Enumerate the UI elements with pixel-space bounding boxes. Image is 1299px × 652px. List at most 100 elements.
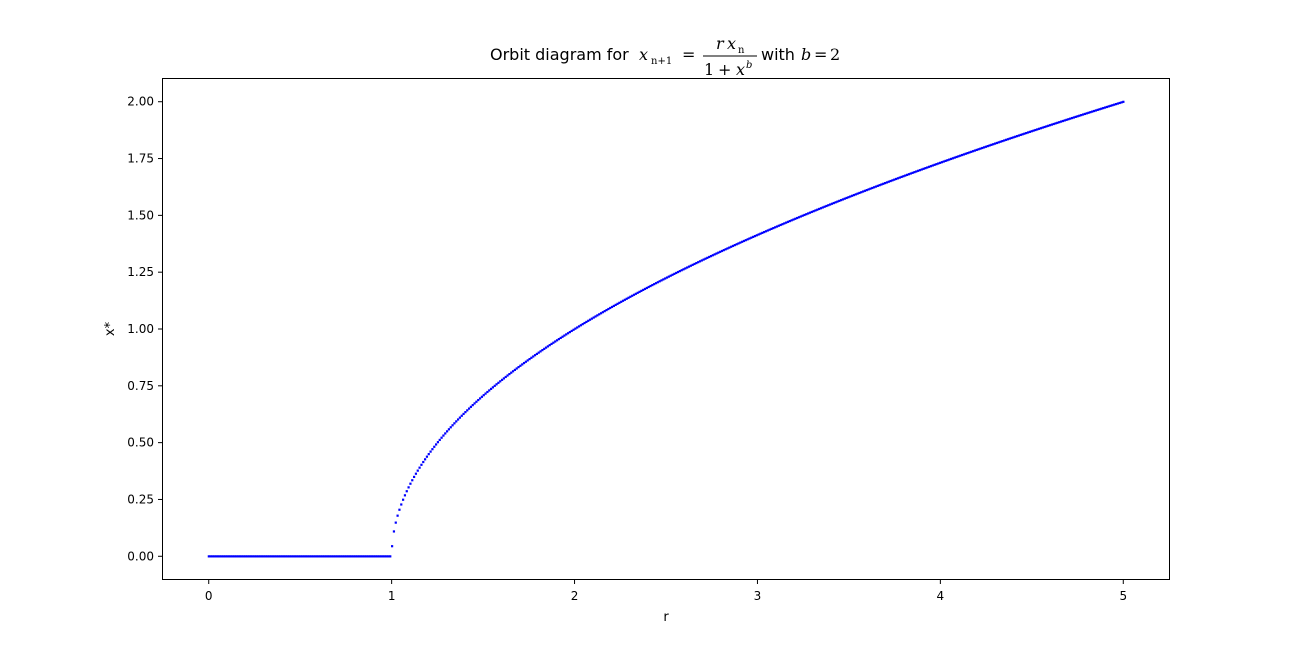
data-point [279, 555, 282, 558]
x-tick-label: 5 [1119, 589, 1127, 603]
data-point [532, 355, 535, 358]
plot-frame [162, 78, 1170, 580]
data-point [717, 251, 720, 254]
data-point [528, 357, 531, 361]
data-point [552, 341, 555, 344]
data-point [588, 318, 592, 321]
data-point [517, 366, 520, 369]
data-point [380, 555, 383, 558]
data-point [570, 329, 573, 333]
data-point [618, 301, 621, 304]
data-point [251, 555, 254, 558]
data-point [1052, 122, 1055, 126]
data-point [731, 244, 735, 248]
data-point [504, 375, 507, 379]
data-point [928, 165, 931, 168]
data-point [533, 354, 537, 357]
data-point [788, 219, 791, 223]
data-point [959, 154, 962, 157]
data-point [642, 288, 645, 291]
data-point [389, 555, 392, 558]
data-point [352, 555, 355, 558]
data-point [862, 190, 865, 193]
data-point [308, 555, 311, 558]
data-point [825, 204, 828, 208]
data-point [766, 229, 769, 232]
data-point [834, 201, 837, 204]
data-point [420, 463, 423, 466]
data-point [614, 303, 617, 306]
data-point [519, 364, 522, 367]
data-point [878, 184, 881, 187]
data-point [255, 555, 258, 558]
data-point [1078, 114, 1081, 117]
data-point [231, 555, 234, 558]
data-point [684, 267, 687, 270]
data-point [992, 143, 995, 146]
data-point [821, 206, 824, 209]
data-point [759, 232, 762, 235]
data-point [673, 272, 676, 275]
data-point [929, 165, 933, 168]
data-point [431, 448, 434, 451]
data-point [348, 555, 352, 558]
data-point [423, 458, 427, 461]
data-point [680, 269, 683, 272]
data-point [378, 555, 381, 558]
data-point [982, 146, 986, 149]
data-point [1113, 103, 1116, 106]
data-point [873, 186, 876, 189]
data-point [215, 555, 218, 558]
data-point [482, 394, 485, 397]
data-point [447, 428, 451, 431]
data-point [891, 179, 894, 182]
data-point [968, 151, 971, 154]
data-point [1056, 121, 1059, 124]
data-point [995, 141, 999, 145]
data-point [675, 271, 678, 275]
data-point [416, 469, 419, 472]
data-point [480, 395, 484, 398]
data-point [653, 283, 656, 286]
data-point [700, 259, 703, 262]
data-point [940, 161, 944, 164]
data-point [840, 199, 843, 202]
data-point [957, 155, 960, 158]
data-point [240, 555, 243, 558]
data-point [369, 555, 372, 558]
data-point [977, 148, 980, 151]
data-point [874, 185, 878, 188]
x-tick-label: 2 [571, 589, 579, 603]
data-point [917, 169, 920, 172]
data-point [455, 420, 458, 423]
data-point [783, 222, 786, 225]
data-point [387, 555, 390, 558]
data-point [347, 555, 350, 558]
data-point [1111, 104, 1114, 107]
data-point [792, 218, 795, 221]
data-point [596, 314, 599, 317]
data-point [660, 279, 663, 282]
data-point [686, 266, 689, 269]
data-point [1118, 101, 1121, 105]
data-point [574, 327, 577, 330]
data-point [211, 555, 214, 558]
data-point [477, 398, 480, 402]
data-point [728, 246, 731, 249]
data-point [598, 313, 601, 316]
data-point [1083, 112, 1086, 116]
data-point [550, 342, 553, 346]
data-point [475, 400, 478, 403]
data-point [367, 555, 370, 558]
data-point [1015, 135, 1019, 138]
data-point [402, 498, 405, 501]
data-point [1081, 113, 1085, 116]
data-point [526, 359, 529, 362]
data-point [332, 555, 335, 558]
data-point [1067, 118, 1070, 121]
data-point [555, 339, 559, 342]
data-point [444, 432, 447, 435]
data-point [257, 555, 260, 558]
data-point [647, 285, 650, 289]
